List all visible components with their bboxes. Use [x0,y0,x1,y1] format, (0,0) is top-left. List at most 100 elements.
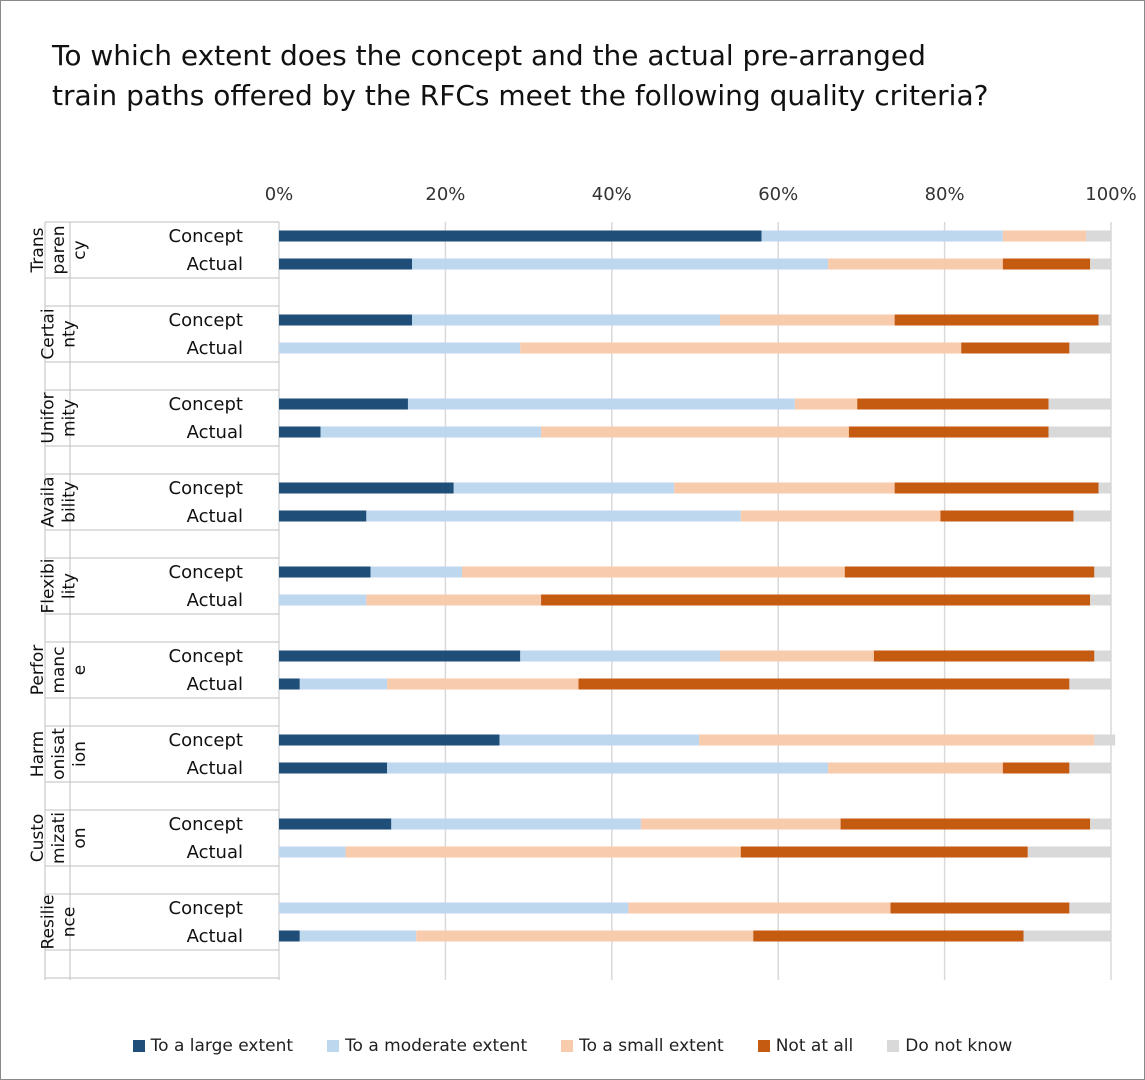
bar-segment [279,566,371,578]
bar-segment [387,678,579,690]
bar-segment [1086,230,1111,242]
legend-swatch [887,1040,900,1052]
category-label: paren [49,225,69,274]
legend-label: To a moderate extent [345,1036,528,1056]
x-tick-label: 60% [758,184,798,205]
x-tick-label: 100% [1085,184,1136,205]
legend-label: To a large extent [150,1036,294,1056]
bar-segment [279,594,367,606]
bar-segment [462,566,845,578]
legend-item: To a small extent [561,1036,724,1056]
bar-segment [366,594,542,606]
x-tick-label: 20% [425,184,465,205]
category-label: mity [60,399,80,437]
category-label: lity [60,573,80,599]
legend-item: Do not know [887,1036,1012,1056]
category-label: Flexibi [39,559,59,614]
legend-swatch [132,1040,145,1052]
row-label: Concept [169,730,243,751]
bar-segment [1048,398,1111,410]
bar-segment [961,342,1070,354]
row-label: Actual [187,254,243,275]
bar-segment [1002,258,1091,270]
bar-segment [299,678,388,690]
legend-item: To a large extent [132,1036,294,1056]
category-label: Trans [28,227,48,273]
stacked-bar-chart: 0% 20% 40% 60% 80% 100% Trans paren cy Concept Act… [28,184,1137,980]
row-label: Concept [169,898,243,919]
row-label: Concept [169,394,243,415]
legend-item: To a moderate extent [327,1036,527,1056]
bar-segment [940,510,1074,522]
category-label: bility [60,481,80,523]
legend-label: To a small extent [579,1036,724,1056]
bar-segment [299,930,417,942]
category-label: on [70,827,90,848]
bar-segment [279,818,392,830]
bar-segment [719,650,874,662]
bar-segment [1069,902,1111,914]
bar-segment [345,846,741,858]
row-label: Actual [187,422,243,443]
legend-swatch [757,1040,770,1052]
bar-segment [1090,594,1111,606]
bar-segment [279,930,300,942]
bar-segment [416,930,754,942]
bar-segment [279,482,454,494]
bar-segment [1002,230,1087,242]
row-label: Actual [187,506,243,527]
x-tick-label: 80% [925,184,965,205]
bar-segment [279,734,500,746]
row-label: Concept [169,646,243,667]
row-label: Actual [187,926,243,947]
bar-segment [1090,258,1111,270]
row-label: Concept [169,562,243,583]
row-label: Actual [187,758,243,779]
bar-segment [279,650,521,662]
bar-segment [628,902,891,914]
bar-segment [1069,762,1111,774]
bar-segment [279,762,388,774]
bar-segment [366,510,741,522]
category-label: mizati [49,812,69,864]
category-label: e [70,665,90,675]
chart-title: To which extent does the concept and the… [52,36,1112,116]
bar-segment [541,594,1091,606]
bar-segment [828,258,1003,270]
bar-segment [279,342,521,354]
bar-segment [894,314,1099,326]
category-label: Certai [39,308,59,359]
legend-swatch [561,1040,574,1052]
bar-segment [699,734,1095,746]
bar-segment [894,482,1099,494]
category-label: Resilie [39,895,59,950]
bar-segment [740,846,1028,858]
row-label: Concept [169,226,243,247]
legend-label: Not at all [775,1036,854,1056]
category-label: cy [70,240,90,259]
category-label: Availa [39,477,59,528]
bar-segment [1094,566,1111,578]
bar-segment [840,818,1091,830]
bar-segment [1002,762,1070,774]
category-label: Unifor [39,392,59,443]
bar-segment [320,426,542,438]
bar-segment [279,426,321,438]
bar-segment [387,762,829,774]
row-label: Concept [169,478,243,499]
chart-legend: To a large extent To a moderate extent To … [0,1036,1145,1056]
bar-segment [279,678,300,690]
bar-segment [761,230,1003,242]
bar-segment [1069,342,1111,354]
bar-segment [407,398,795,410]
row-label: Concept [169,310,243,331]
row-label: Concept [169,814,243,835]
bar-segment [279,230,762,242]
row-label: Actual [187,338,243,359]
bar-segment [719,314,895,326]
bar-segment [1094,734,1116,746]
category-label: nce [60,907,80,938]
bar-segment [873,650,1095,662]
row-label: Actual [187,674,243,695]
